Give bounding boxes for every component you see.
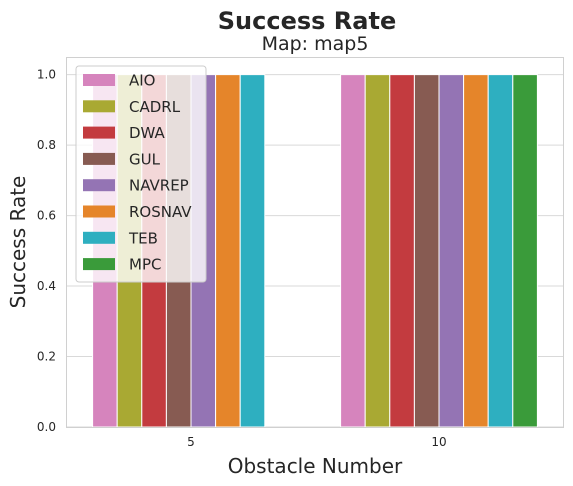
bar-teb-5 (239, 74, 266, 428)
bar-rosnav-10 (463, 74, 489, 428)
legend-swatch-rosnav (83, 205, 115, 218)
legend-swatch-gul (83, 152, 115, 165)
legend-swatch-aio (83, 74, 115, 86)
legend-box (75, 65, 207, 283)
bar-gul-10 (413, 74, 440, 428)
legend-label-teb: TEB (128, 229, 158, 247)
x-tick-label: 5 (187, 435, 195, 449)
legend-swatch-dwa (83, 126, 115, 139)
legend-label-gul: GUL (129, 150, 161, 168)
legend-label-cadrl: CADRL (129, 98, 181, 116)
bar-navrep-10 (438, 74, 465, 428)
legend-label-aio: AIO (129, 72, 156, 90)
legend-label-rosnav: ROSNAV (129, 203, 192, 221)
y-tick-label: 0.2 (37, 350, 56, 364)
chart-title: Success Rate (218, 7, 396, 35)
legend-swatch-mpc (83, 258, 115, 271)
legend-label-dwa: DWA (129, 124, 166, 142)
legend-swatch-teb (83, 231, 115, 244)
bar-dwa-10 (389, 74, 415, 428)
y-axis-label: Success Rate (6, 176, 30, 309)
legend-label-navrep: NAVREP (129, 177, 189, 195)
bar-mpc-10 (512, 74, 538, 428)
plot-frame (66, 57, 564, 428)
legend-swatch-navrep (83, 179, 115, 192)
legend-swatch-cadrl (83, 100, 115, 113)
legend: AIO CADRL DWA GUL NAVREP ROSNAV TEB MPC (75, 65, 207, 283)
bar-teb-10 (487, 74, 514, 428)
x-axis-label: Obstacle Number (228, 454, 403, 478)
y-tick-labels: 0.0 0.2 0.4 0.6 0.8 1.0 (37, 68, 56, 434)
bar-rosnav-5 (215, 74, 241, 428)
chart-subtitle: Map: map5 (262, 33, 369, 55)
y-tick-label: 0.8 (37, 138, 56, 152)
y-tick-label: 1.0 (37, 68, 56, 82)
x-tick-labels: 5 10 (187, 435, 446, 449)
legend-label-mpc: MPC (129, 256, 161, 274)
y-tick-label: 0.6 (37, 209, 56, 223)
y-tick-label: 0.0 (37, 420, 56, 434)
x-tick-label: 10 (431, 435, 446, 449)
bar-cadrl-10 (364, 74, 391, 428)
bar-aio-10 (340, 74, 366, 428)
y-tick-label: 0.4 (37, 279, 56, 293)
